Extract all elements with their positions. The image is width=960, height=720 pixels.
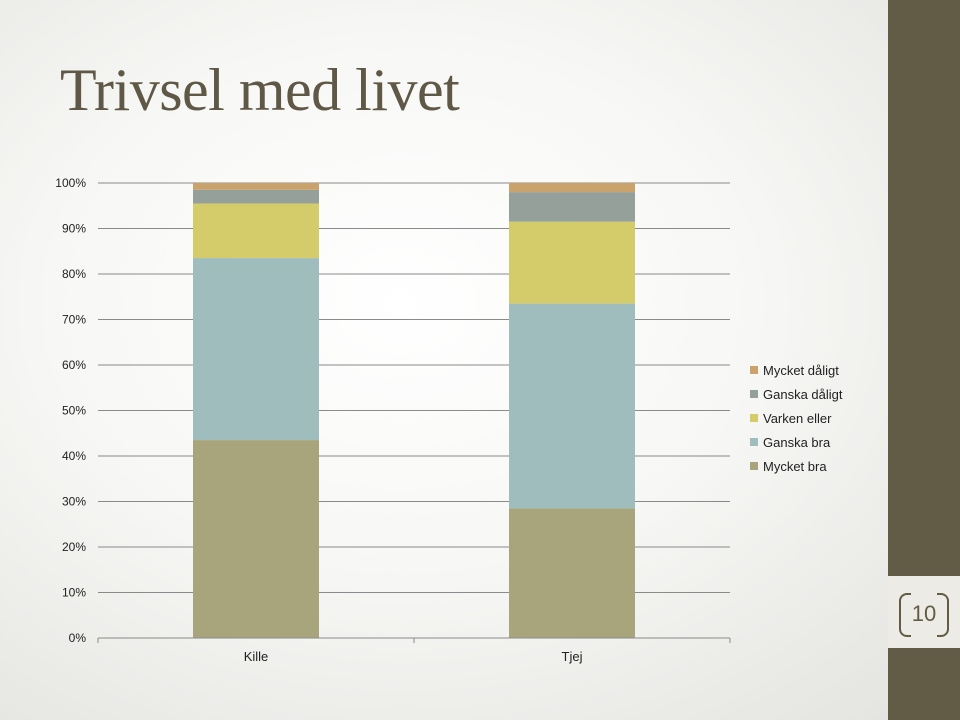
page-number: 10 (911, 601, 937, 626)
x-axis-category-labels: Kille Tjej (244, 649, 583, 664)
legend-label: Ganska dåligt (763, 387, 843, 402)
y-tick-label: 100% (55, 176, 86, 190)
x-category-label: Kille (244, 649, 269, 664)
x-axis (97, 637, 731, 643)
page-number-badge: 10 (888, 576, 960, 648)
y-tick-label: 50% (62, 404, 86, 418)
bar-segment-tjej-mycket-bra (509, 508, 635, 638)
legend-swatch (750, 414, 758, 422)
bar-segment-kille-ganska-d-ligt (193, 189, 319, 204)
y-axis-tick-labels: 0% 10% 20% 30% 40% 50% 60% 70% 80% 90% 100% (55, 176, 86, 645)
gridlines (98, 182, 730, 593)
slide-title: Trivsel med livet (60, 57, 460, 123)
bar-segment-tjej-varken-eller (509, 221, 635, 304)
y-tick-label: 70% (62, 313, 86, 327)
legend-label: Ganska bra (763, 435, 831, 450)
bracket-left-icon (899, 593, 911, 637)
x-category-label: Tjej (562, 649, 583, 664)
legend-label: Varken eller (763, 411, 832, 426)
bars (193, 183, 635, 638)
bar-segment-tjej-mycket-d-ligt (509, 183, 635, 193)
y-tick-label: 60% (62, 358, 86, 372)
y-tick-label: 90% (62, 222, 86, 236)
bar-segment-kille-mycket-d-ligt (193, 183, 319, 190)
legend-label: Mycket dåligt (763, 363, 839, 378)
legend: Mycket dåligt Ganska dåligt Varken eller Ga… (750, 363, 843, 474)
bar-segment-kille-mycket-bra (193, 440, 319, 638)
bar-segment-tjej-ganska-d-ligt (509, 192, 635, 222)
legend-swatch (750, 462, 758, 470)
bracket-right-icon (937, 593, 949, 637)
legend-label: Mycket bra (763, 459, 827, 474)
legend-swatch (750, 390, 758, 398)
y-tick-label: 10% (62, 586, 86, 600)
y-tick-label: 20% (62, 540, 86, 554)
y-tick-label: 30% (62, 495, 86, 509)
bar-segment-kille-ganska-bra (193, 258, 319, 441)
y-tick-label: 0% (69, 631, 87, 645)
bar-segment-kille-varken-eller (193, 203, 319, 259)
y-tick-label: 80% (62, 267, 86, 281)
legend-swatch (750, 366, 758, 374)
legend-swatch (750, 438, 758, 446)
bar-segment-tjej-ganska-bra (509, 303, 635, 509)
stacked-bar-chart: 0% 10% 20% 30% 40% 50% 60% 70% 80% 90% 100% Kille T… (55, 176, 843, 664)
y-tick-label: 40% (62, 449, 86, 463)
